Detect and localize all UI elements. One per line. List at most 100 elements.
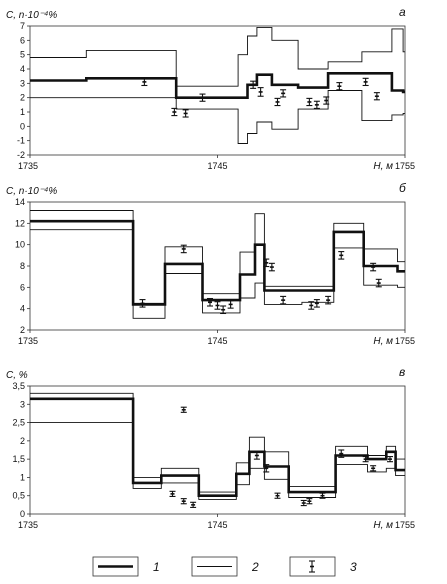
error-bar-point <box>250 80 257 89</box>
error-bar-point <box>214 301 221 310</box>
y-tick-label: 10 <box>15 240 25 250</box>
y-tick-label: -1 <box>17 136 25 146</box>
error-bar-point <box>227 300 234 309</box>
x-tick-label: 1745 <box>207 336 227 346</box>
y-tick-label: 1,5 <box>12 454 25 464</box>
error-bar-point <box>139 299 146 308</box>
legend-item-1: 1 <box>92 556 160 577</box>
x-axis-label: H, м <box>373 336 393 347</box>
error-bar-point <box>300 499 307 507</box>
y-tick-label: 0 <box>20 121 25 131</box>
y-tick-label: 2 <box>20 325 25 335</box>
x-tick-label: 1735 <box>18 336 38 346</box>
legend-label: 2 <box>251 560 259 574</box>
error-bar-point <box>323 96 330 105</box>
y-tick-label: 2 <box>20 436 25 446</box>
error-bar-point <box>319 492 326 499</box>
error-bar-point <box>274 492 281 499</box>
legend: 1 2 3 <box>92 556 357 577</box>
y-axis-label: C, n·10⁻⁴% <box>6 186 57 197</box>
error-bar-point <box>375 278 382 288</box>
error-bar-point <box>268 262 275 272</box>
y-tick-label: 3 <box>20 78 25 88</box>
x-tick-label: 1745 <box>207 520 227 530</box>
y-tick-label: 6 <box>20 282 25 292</box>
x-tick-label: 1735 <box>18 161 38 171</box>
series-line-bound <box>30 392 405 493</box>
error-bar-point <box>263 258 270 268</box>
y-tick-label: 2,5 <box>12 418 25 428</box>
error-bar-point <box>263 464 270 473</box>
panel-2: 2 4 6 8 10 12 14 1735 1745 1755 C, n·10⁻⁴% H, м б <box>6 181 415 347</box>
legend-item-2: 2 <box>191 556 259 577</box>
error-bar-point <box>141 77 148 87</box>
error-bar-point <box>370 465 377 472</box>
panel-3: 0 0,5 1 1,5 2 2,5 3 3,5 1735 1745 1755 C, % H, м в <box>6 365 415 531</box>
error-bar-point <box>180 406 187 413</box>
error-bar-point <box>169 490 176 497</box>
y-tick-label: 0 <box>20 509 25 519</box>
y-tick-label: 1 <box>20 472 25 482</box>
legend-item-3: 3 <box>289 556 357 577</box>
y-axis-label: C, % <box>6 370 28 381</box>
y-tick-label: 4 <box>20 304 25 314</box>
x-tick-label: 1755 <box>395 161 415 171</box>
series-line-mean <box>30 72 405 99</box>
error-bar-point <box>370 262 377 272</box>
y-tick-label: 3 <box>20 399 25 409</box>
series-line-bound <box>30 90 405 144</box>
error-bar-point <box>313 100 320 109</box>
error-bar-point <box>220 305 227 315</box>
error-bar-point <box>180 498 187 505</box>
y-tick-label: 12 <box>15 218 25 228</box>
y-tick-label: 2 <box>20 93 25 103</box>
x-tick-label: 1735 <box>18 520 38 530</box>
error-bar-point <box>387 456 393 463</box>
y-tick-label: 4 <box>20 64 25 74</box>
x-axis-label: H, м <box>373 161 393 172</box>
error-bar-point <box>253 451 260 460</box>
y-tick-label: 7 <box>20 21 25 31</box>
y-tick-label: 14 <box>15 197 25 207</box>
y-axis-label: C, n·10⁻⁴% <box>6 10 57 21</box>
series-line-bound <box>30 422 405 500</box>
error-bar-point <box>313 299 320 308</box>
error-bar-point <box>325 295 332 305</box>
error-bar-point <box>306 498 313 505</box>
y-tick-label: 6 <box>20 35 25 45</box>
error-bar-point <box>362 77 369 87</box>
series-line-bound <box>30 210 405 304</box>
error-bar-point <box>362 456 369 463</box>
series-line-mean <box>30 397 405 498</box>
y-tick-label: -2 <box>17 150 25 160</box>
error-bar-point <box>182 109 189 118</box>
error-bar-point <box>373 92 380 101</box>
y-tick-label: 1 <box>20 107 25 117</box>
error-bar-point <box>306 97 313 107</box>
panel-letter: б <box>399 181 407 195</box>
panel-letter: а <box>399 5 406 19</box>
error-bar-point <box>280 89 287 98</box>
error-bar-point <box>199 93 206 102</box>
series-line-bound <box>30 229 405 319</box>
panel-letter: в <box>399 365 405 379</box>
series-line-bound <box>30 26 405 87</box>
x-tick-label: 1755 <box>395 336 415 346</box>
error-bar-point <box>190 501 197 508</box>
error-bar-point <box>280 295 287 305</box>
series-line-mean <box>30 219 405 306</box>
legend-label: 1 <box>153 560 160 574</box>
error-bar-point <box>338 449 345 458</box>
error-bar-point <box>180 244 187 254</box>
error-bar-point <box>257 87 264 97</box>
y-tick-label: 5 <box>20 50 25 60</box>
error-bar-point <box>171 107 178 117</box>
error-bar-point <box>274 97 281 107</box>
x-tick-label: 1755 <box>395 520 415 530</box>
y-tick-label: 3,5 <box>12 381 25 391</box>
y-tick-label: 8 <box>20 261 25 271</box>
error-bar-point <box>308 301 315 310</box>
x-tick-label: 1745 <box>207 161 227 171</box>
x-axis-label: H, м <box>373 520 393 531</box>
